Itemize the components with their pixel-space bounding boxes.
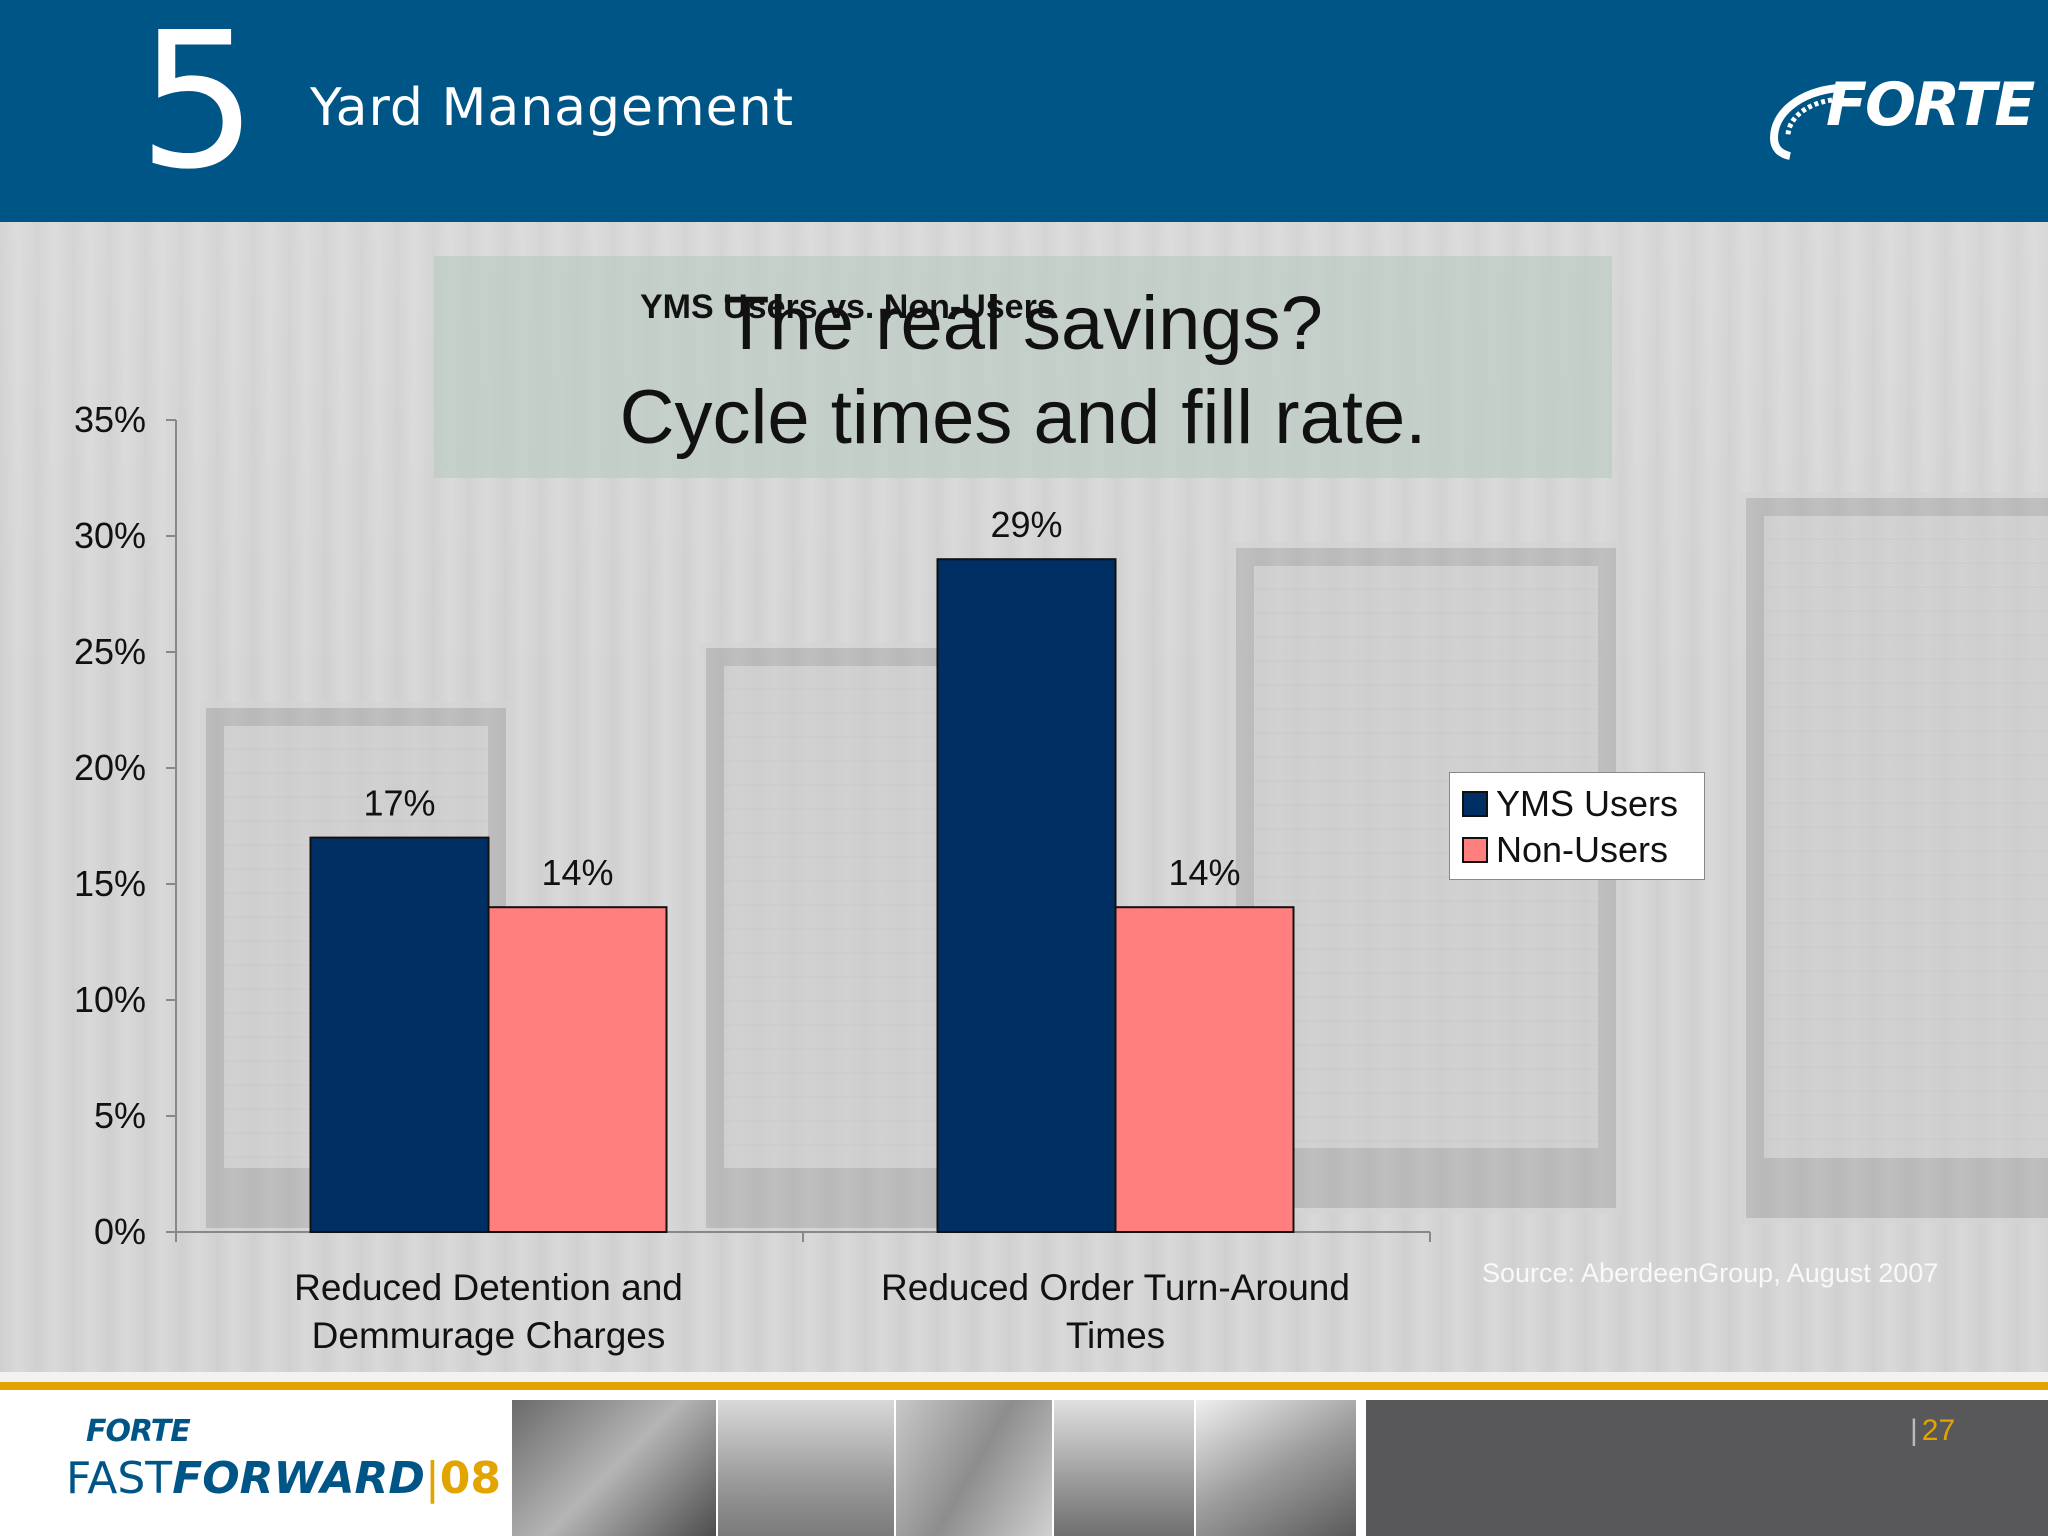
legend-label: YMS Users — [1496, 783, 1679, 824]
forte-logo: FORTE — [1768, 70, 2035, 160]
x-category-label: Times — [1066, 1315, 1165, 1356]
legend-label: Non-Users — [1496, 829, 1669, 870]
y-tick-label: 25% — [74, 631, 146, 672]
swoosh-icon — [1769, 84, 1839, 160]
y-tick-label: 15% — [74, 863, 146, 904]
y-tick-label: 35% — [74, 399, 146, 440]
y-tick-label: 30% — [74, 515, 146, 556]
data-label: 17% — [363, 783, 435, 824]
y-tick-label: 20% — [74, 747, 146, 788]
data-label: 14% — [1168, 852, 1240, 893]
photo-golfer — [1054, 1400, 1196, 1536]
legend-swatch — [1462, 791, 1488, 817]
photo-conveyor — [1196, 1400, 1358, 1536]
data-label: 29% — [990, 504, 1062, 545]
photo-building — [718, 1400, 896, 1536]
brand-text: FORTE — [1826, 70, 2035, 140]
footer-forte-logo: FORTE — [86, 1414, 191, 1449]
fastforward-wordmark: FASTFORWARD|08 — [66, 1453, 502, 1504]
page-number: | 27 — [1910, 1414, 1956, 1447]
y-tick-label: 5% — [94, 1095, 146, 1136]
y-tick-label: 10% — [74, 979, 146, 1020]
data-label: 14% — [541, 852, 613, 893]
y-tick-label: 0% — [94, 1211, 146, 1252]
chart-legend: YMS Users Non-Users — [1449, 772, 1705, 880]
photo-people — [512, 1400, 718, 1536]
callout-line-1: The real savings? — [723, 281, 1323, 366]
slide-footer: FORTE FASTFORWARD|08 | 27 — [0, 1390, 2048, 1536]
slide-header: 5 Yard Management FORTE — [0, 0, 2048, 222]
section-number: 5 — [138, 0, 258, 211]
photo-map — [896, 1400, 1054, 1536]
x-category-label: Demmurage Charges — [312, 1315, 666, 1356]
footer-photo-strip — [512, 1400, 1358, 1536]
chart-title: YMS Users vs. Non-Users — [640, 288, 1056, 326]
fastforward-logo: FORTE FASTFORWARD|08 — [66, 1414, 501, 1504]
source-note: Source: AberdeenGroup, August 2007 — [1482, 1258, 1939, 1288]
bar-chart: 0% 5% 10% 15% 20% 25% 30% 35% 17% 14% Reduced Dete… — [74, 399, 1431, 1356]
bar-non-users-0 — [487, 906, 668, 1233]
footer-dark-panel: | 27 — [1366, 1400, 2048, 1536]
bar-non-users-1 — [1114, 906, 1295, 1233]
legend-swatch — [1462, 837, 1488, 863]
bar-yms-users-1 — [936, 558, 1117, 1233]
x-category-label: Reduced Order Turn-Around — [881, 1267, 1350, 1308]
savings-callout: The real savings? Cycle times and fill r… — [434, 256, 1612, 478]
section-title: Yard Management — [310, 78, 795, 138]
footer-rule — [0, 1382, 2048, 1390]
x-category-label: Reduced Detention and — [294, 1267, 683, 1308]
callout-line-2: Cycle times and fill rate. — [619, 375, 1427, 460]
bar-yms-users-0 — [309, 836, 490, 1233]
